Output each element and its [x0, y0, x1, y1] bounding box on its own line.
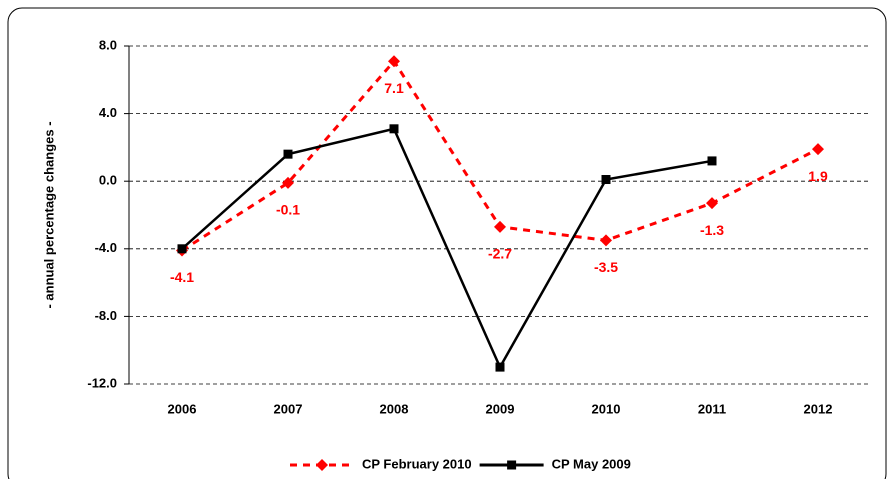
legend-marker [316, 459, 328, 471]
y-axis-title: - annual percentage changes - [41, 121, 56, 308]
marker [812, 143, 824, 156]
marker [282, 176, 294, 189]
data-label: -1.3 [700, 222, 724, 238]
marker [388, 55, 400, 68]
data-label: -3.5 [594, 259, 618, 275]
marker [177, 244, 187, 254]
y-tick-label: 8.0 [99, 37, 117, 52]
x-tick-label: 2009 [486, 401, 515, 416]
frame [7, 7, 887, 479]
x-tick-label: 2007 [274, 401, 303, 416]
marker [283, 149, 293, 159]
y-tick-label: 0.0 [99, 173, 117, 188]
data-label: 1.9 [808, 168, 828, 184]
data-label: -4.1 [170, 269, 194, 285]
legend-marker [507, 460, 517, 470]
marker [389, 124, 399, 134]
y-tick-label: -8.0 [95, 308, 117, 323]
marker [601, 175, 611, 185]
x-tick-label: 2011 [698, 401, 726, 416]
marker [494, 220, 506, 233]
x-tick-label: 2012 [804, 401, 833, 416]
data-label: 7.1 [384, 80, 404, 96]
data-label: -0.1 [276, 202, 300, 218]
y-tick-label: -4.0 [95, 240, 117, 255]
data-label: -2.7 [488, 246, 512, 262]
x-tick-label: 2010 [592, 401, 621, 416]
series-line [181, 127, 713, 370]
marker [707, 156, 717, 166]
x-tick-label: 2008 [380, 401, 409, 416]
x-tick-label: 2006 [168, 401, 197, 416]
legend-label: CP February 2010 [362, 456, 472, 471]
y-tick-label: -12.0 [87, 375, 117, 390]
marker [495, 362, 505, 372]
legend-label: CP May 2009 [552, 456, 631, 471]
marker [600, 234, 612, 247]
y-tick-label: 4.0 [99, 105, 117, 120]
marker [706, 197, 718, 210]
